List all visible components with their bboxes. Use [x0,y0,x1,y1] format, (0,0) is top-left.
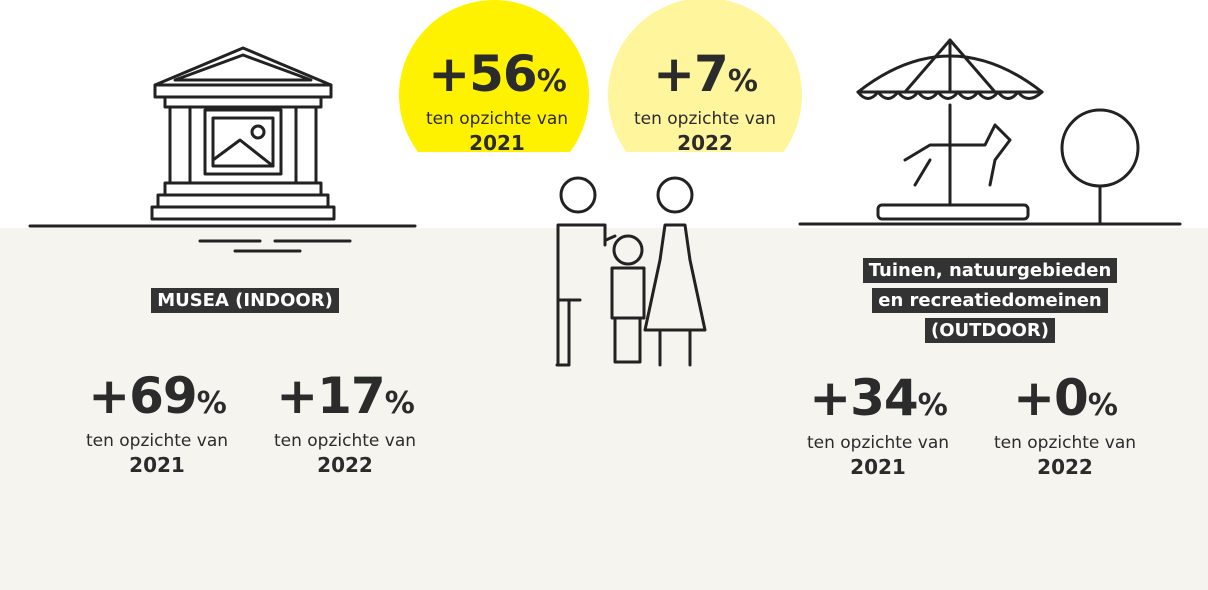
unit: % [197,386,226,421]
change-value: +7% [605,48,805,108]
unit: % [537,64,566,99]
year: 2022 [965,454,1165,480]
year: 2021 [397,130,597,156]
caption: ten opzichte van [778,432,978,454]
change-value: +69% [57,370,257,430]
change: +0 [1013,369,1088,427]
change-value: +34% [778,372,978,432]
year: 2021 [778,454,978,480]
change: +56 [428,45,536,103]
unit: % [918,388,947,423]
section-label: MUSEA (INDOOR) [140,286,350,316]
change: +17 [276,367,384,425]
stat: +69% ten opzichte van 2021 [57,370,257,478]
unit: % [385,386,414,421]
stat: +17% ten opzichte van 2022 [245,370,445,478]
year: 2021 [57,452,257,478]
infographic: +56% ten opzichte van 2021 +7% ten opzic… [0,0,1208,590]
change-value: +0% [965,372,1165,432]
year: 2022 [245,452,445,478]
label: MUSEA (INDOOR) [151,288,339,313]
change: +7 [653,45,728,103]
caption: ten opzichte van [57,430,257,452]
caption: ten opzichte van [965,432,1165,454]
year: 2022 [605,130,805,156]
stat: +7% ten opzichte van 2022 [605,48,805,156]
change-value: +17% [245,370,445,430]
section-label: Tuinen, natuurgebieden en recreatiedomei… [820,256,1160,346]
unit: % [1088,388,1117,423]
change: +34 [809,369,917,427]
caption: ten opzichte van [605,108,805,130]
unit: % [728,64,757,99]
change-value: +56% [397,48,597,108]
label-line: (OUTDOOR) [925,318,1055,343]
caption: ten opzichte van [397,108,597,130]
label-line: en recreatiedomeinen [872,288,1107,313]
museum-icon [30,48,415,251]
stat: +34% ten opzichte van 2021 [778,372,978,480]
carousel-icon [800,40,1180,224]
stat: +0% ten opzichte van 2022 [965,372,1165,480]
caption: ten opzichte van [245,430,445,452]
label-line: Tuinen, natuurgebieden [863,258,1118,283]
change: +69 [88,367,196,425]
stat: +56% ten opzichte van 2021 [397,48,597,156]
